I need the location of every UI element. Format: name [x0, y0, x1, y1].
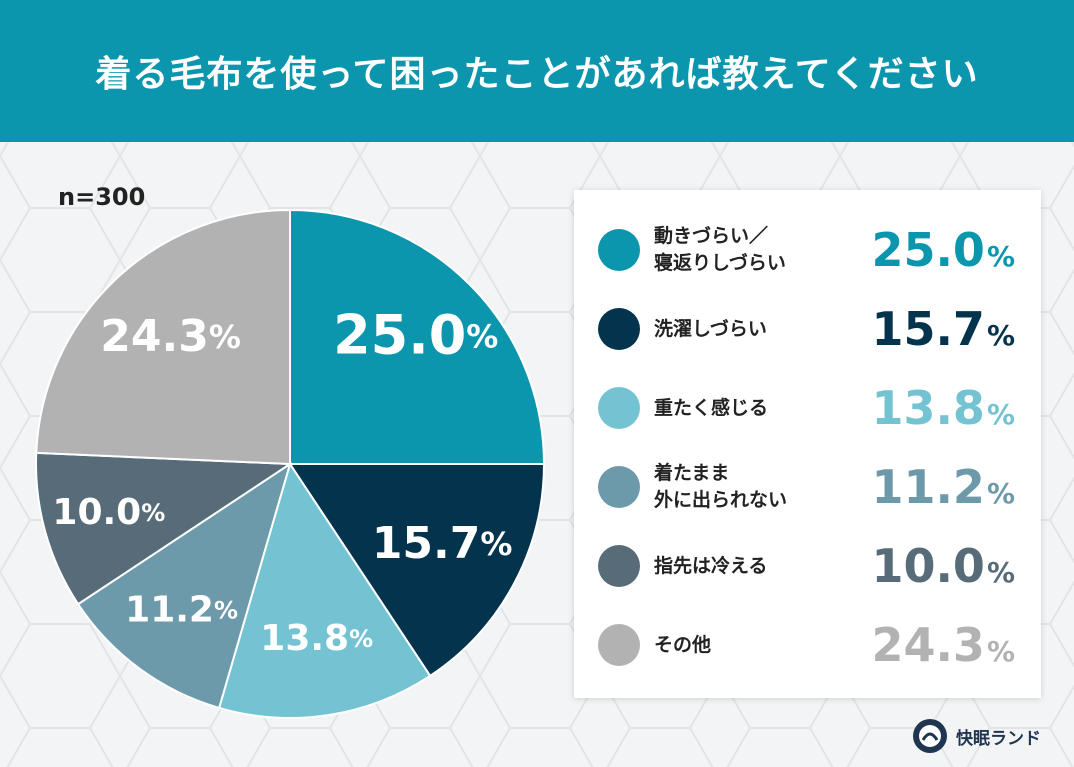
pie-chart: 25.0% 15.7% 13.8% 11.2% 10.0% 24.3% [35, 208, 546, 719]
legend-label: 重たく感じる [654, 397, 769, 419]
legend-swatch [598, 229, 640, 271]
sample-size-label: n=300 [58, 183, 146, 211]
legend: 動きづらい／ 寝返りしづらい 25.0% 洗濯しづらい 15.7% 重たく感じる 13.8… [574, 190, 1041, 698]
pie-slice [289, 208, 546, 465]
legend-swatch [598, 387, 640, 429]
slice-value-label: 15.7% [372, 518, 513, 569]
slice-value-label: 24.3% [100, 311, 241, 362]
legend-value: 10.0% [871, 539, 1015, 593]
pie-slice [288, 463, 546, 678]
legend-item: 洗濯しづらい 15.7% [574, 289, 1041, 369]
pie-slice [35, 451, 294, 606]
legend-item: 指先は冷える 10.0% [574, 526, 1041, 606]
brand-name: 快眠ランド [956, 728, 1041, 749]
legend-label: その他 [654, 634, 712, 656]
legend-label: 動きづらい／ 寝返りしづらい [654, 225, 786, 274]
legend-label: 着たまま 外に出られない [654, 462, 788, 511]
pie-slice [35, 208, 291, 466]
legend-value: 15.7% [871, 302, 1015, 356]
slice-value-label: 11.2% [125, 589, 238, 630]
slice-value-label: 25.0% [333, 303, 498, 366]
legend-item: その他 24.3% [574, 605, 1041, 685]
brand-logo: 快眠ランド [912, 717, 1041, 755]
legend-swatch [598, 545, 640, 587]
legend-item: 重たく感じる 13.8% [574, 368, 1041, 448]
legend-item: 着たまま 外に出られない 11.2% [574, 447, 1041, 527]
chart-header: 着る毛布を使って困ったことがあれば教えてください [0, 0, 1074, 142]
slice-value-label: 13.8% [260, 618, 373, 659]
legend-label: 洗濯しづらい [654, 318, 767, 340]
pie-slice [76, 461, 292, 710]
legend-swatch [598, 466, 640, 508]
legend-value: 13.8% [871, 381, 1015, 435]
legend-label: 指先は冷える [654, 555, 768, 577]
legend-swatch [598, 308, 640, 350]
legend-value: 11.2% [871, 460, 1015, 514]
chart-title: 着る毛布を使って困ったことがあれば教えてください [95, 54, 979, 95]
brand-logo-icon [913, 719, 947, 753]
legend-value: 25.0% [871, 223, 1015, 277]
legend-swatch [598, 624, 640, 666]
slice-value-label: 10.0% [52, 492, 165, 533]
legend-item: 動きづらい／ 寝返りしづらい 25.0% [574, 210, 1041, 290]
legend-value: 24.3% [871, 618, 1015, 672]
